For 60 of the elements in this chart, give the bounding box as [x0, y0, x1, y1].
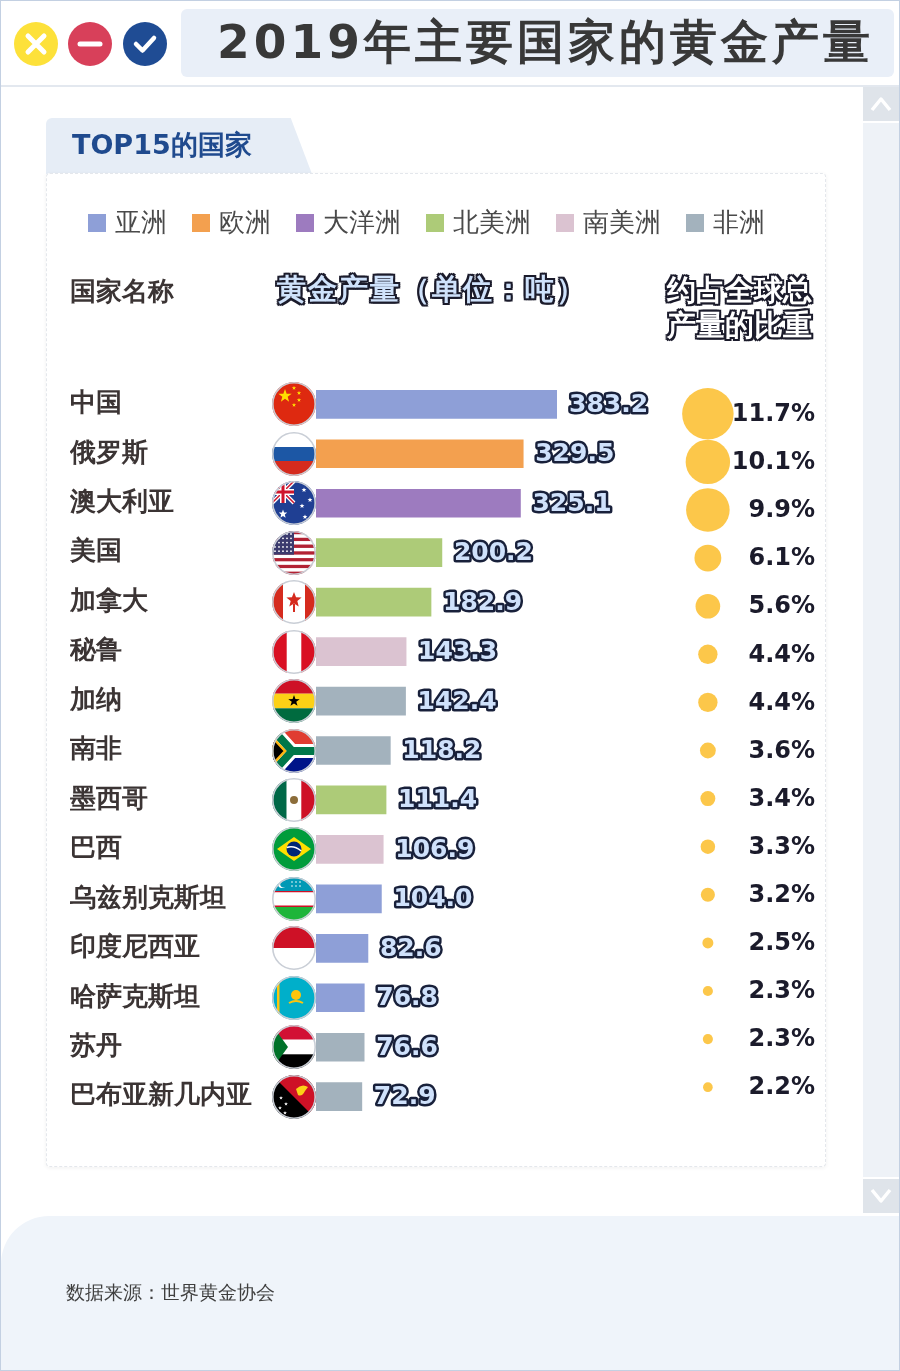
y-tick-label: 墨西哥 [69, 782, 148, 813]
data-label: 2.3% [748, 976, 815, 1005]
legend-label: 北美洲 [453, 206, 531, 239]
data-label: 182.9 [443, 586, 523, 616]
x-axis-title: 黄金产量（单位：吨） [277, 271, 587, 308]
y-tick-label: 美国 [69, 535, 122, 566]
bar [316, 1032, 365, 1062]
bar [316, 439, 524, 469]
y-tick-label: 中国 [70, 387, 122, 418]
chart-subtitle: TOP15的国家 [72, 128, 252, 162]
bar [316, 884, 382, 914]
data-label: 3.2% [748, 880, 815, 909]
data-label: 104.0 [393, 883, 473, 913]
legend-label: 南美洲 [583, 206, 661, 239]
data-label: 106.9 [395, 833, 475, 863]
data-label: 9.9% [748, 495, 815, 524]
data-label: 2.5% [748, 928, 815, 957]
data-label: 72.9 [373, 1081, 436, 1111]
y-tick-label: 巴布亚新几内亚 [70, 1079, 252, 1110]
y-tick-label: 乌兹别克斯坦 [69, 881, 226, 912]
y-axis-title: 国家名称 [70, 275, 174, 308]
y-tick-label: 澳大利亚 [69, 485, 174, 516]
data-label: 111.4 [398, 784, 478, 814]
data-label: 76.6 [376, 1031, 438, 1061]
y-tick-label: 加纳 [69, 683, 122, 714]
data-label: 5.6% [748, 591, 815, 620]
data-label: 3.3% [748, 831, 815, 860]
data-label: 143.3 [418, 636, 498, 666]
data-label: 10.1% [731, 447, 815, 476]
data-label: 82.6 [379, 932, 442, 962]
data-label: 325.1 [532, 487, 612, 517]
data-label: 4.4% [748, 639, 815, 668]
y-tick-label: 南非 [69, 733, 122, 764]
legend-label: 亚洲 [115, 206, 167, 239]
chart-title: 2019年主要国家的黄金产量 [216, 12, 875, 71]
data-label: 76.8 [376, 982, 438, 1012]
data-label: 3.6% [748, 735, 815, 764]
data-label: 2.2% [748, 1072, 815, 1101]
data-label: 142.4 [417, 685, 497, 715]
data-label: 383.2 [569, 388, 649, 418]
y-tick-label: 哈萨克斯坦 [70, 980, 200, 1011]
data-label: 6.1% [748, 543, 815, 572]
y-tick-label: 秘鲁 [69, 634, 122, 665]
source-note: 数据来源：世界黄金协会 [66, 1280, 275, 1305]
data-label: 329.5 [535, 438, 615, 468]
y-tick-label: 巴西 [70, 832, 122, 863]
legend-label: 欧洲 [219, 206, 271, 239]
data-label: 2.3% [748, 1024, 815, 1053]
bar [316, 538, 443, 568]
data-label: 118.2 [402, 735, 482, 764]
data-label: 11.7% [731, 399, 815, 428]
y-tick-label: 加拿大 [69, 584, 149, 615]
legend-label: 非洲 [713, 206, 765, 239]
y-tick-label: 印度尼西亚 [70, 931, 200, 962]
data-label: 200.2 [453, 537, 533, 567]
y-tick-label: 俄罗斯 [69, 436, 148, 467]
data-label: 3.4% [748, 783, 815, 812]
legend-label: 大洋洲 [323, 206, 401, 239]
data-label: 4.4% [748, 687, 815, 716]
y-tick-label: 苏丹 [69, 1029, 122, 1060]
